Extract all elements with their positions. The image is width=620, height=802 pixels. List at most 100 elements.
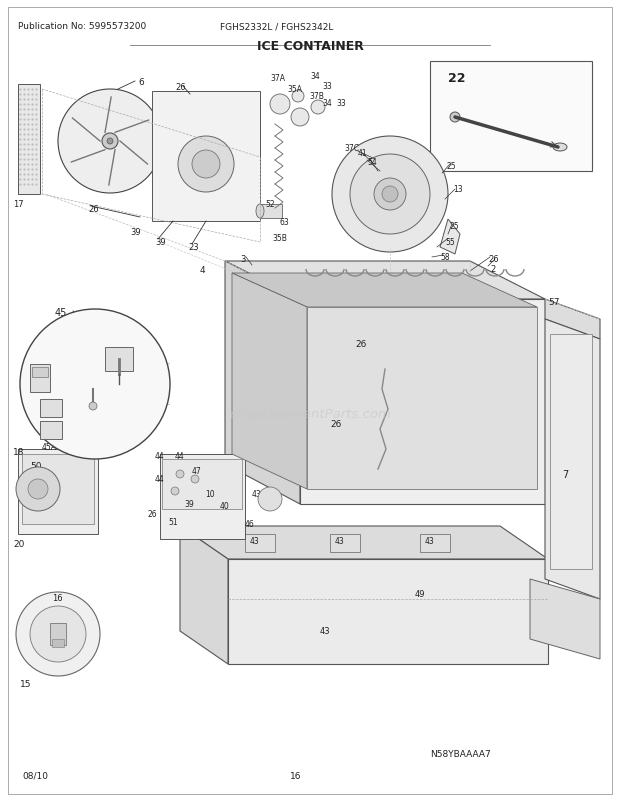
Text: 50: 50 (30, 461, 42, 471)
Text: 08/10: 08/10 (22, 771, 48, 780)
Text: 25: 25 (450, 221, 459, 231)
Ellipse shape (256, 205, 264, 219)
Circle shape (332, 137, 448, 253)
Polygon shape (180, 526, 548, 559)
Text: 49: 49 (415, 589, 425, 598)
Bar (260, 205, 282, 219)
Circle shape (20, 310, 170, 460)
Bar (18, 449, 98, 534)
Circle shape (270, 95, 290, 115)
Bar (330, 534, 360, 553)
Bar (22, 455, 94, 525)
Text: Publication No: 5995573200: Publication No: 5995573200 (18, 22, 146, 31)
Bar (50, 623, 66, 645)
Text: 43: 43 (320, 626, 330, 635)
Text: 58: 58 (440, 253, 450, 261)
Text: 22: 22 (448, 72, 466, 85)
Polygon shape (530, 579, 600, 659)
Circle shape (102, 134, 118, 150)
Polygon shape (232, 273, 537, 308)
Circle shape (374, 179, 406, 211)
Text: ICE CONTAINER: ICE CONTAINER (257, 40, 363, 53)
Text: 16: 16 (52, 593, 63, 602)
Bar (162, 460, 242, 509)
Circle shape (258, 488, 282, 512)
Bar (40, 422, 62, 439)
Polygon shape (300, 300, 545, 504)
Text: 45D: 45D (117, 342, 133, 351)
Circle shape (178, 137, 234, 192)
Text: 7: 7 (562, 469, 569, 480)
Text: 45: 45 (55, 308, 68, 318)
Circle shape (176, 471, 184, 479)
Circle shape (350, 155, 430, 235)
Polygon shape (307, 308, 537, 489)
Polygon shape (225, 261, 300, 504)
Circle shape (450, 113, 460, 123)
Text: 51: 51 (168, 517, 177, 526)
Text: 43: 43 (335, 537, 345, 545)
Polygon shape (545, 320, 600, 599)
Text: 18: 18 (13, 448, 25, 456)
Text: 35A: 35A (287, 85, 302, 94)
Text: 3: 3 (240, 255, 246, 264)
Text: 45C: 45C (22, 359, 37, 369)
Circle shape (89, 403, 97, 411)
Polygon shape (440, 220, 460, 255)
Text: 26: 26 (175, 83, 185, 92)
Text: 25: 25 (447, 162, 456, 171)
Text: 45B: 45B (96, 407, 111, 416)
Text: 2: 2 (490, 265, 495, 273)
Text: 39: 39 (130, 228, 141, 237)
Polygon shape (545, 300, 600, 339)
Text: FGHS2332L / FGHS2342L: FGHS2332L / FGHS2342L (220, 22, 334, 31)
Text: 6: 6 (138, 78, 144, 87)
Text: eReplacementParts.com: eReplacementParts.com (229, 408, 391, 421)
Circle shape (382, 187, 398, 203)
Polygon shape (225, 261, 545, 300)
Text: 13: 13 (453, 184, 463, 194)
Circle shape (292, 91, 304, 103)
Text: 15: 15 (20, 679, 32, 688)
Circle shape (191, 476, 199, 484)
Circle shape (30, 606, 86, 662)
Text: 10: 10 (205, 489, 215, 498)
Text: 44: 44 (155, 452, 165, 460)
Text: 34: 34 (310, 72, 320, 81)
Text: 26: 26 (148, 509, 157, 518)
Text: 33: 33 (336, 99, 346, 107)
Polygon shape (232, 273, 307, 489)
Bar (430, 62, 592, 172)
Circle shape (311, 101, 325, 115)
Circle shape (291, 109, 309, 127)
Bar (550, 334, 592, 569)
Text: 4: 4 (200, 265, 206, 274)
Text: 37A: 37A (270, 74, 285, 83)
Text: 46: 46 (245, 520, 255, 529)
Text: 47: 47 (192, 467, 202, 476)
Bar (32, 367, 48, 378)
Bar (245, 534, 275, 553)
Text: 20: 20 (13, 539, 24, 549)
Text: 26: 26 (88, 205, 99, 214)
Bar (18, 85, 40, 195)
Bar (40, 399, 62, 418)
Bar (105, 347, 133, 371)
Text: 26: 26 (488, 255, 498, 264)
Polygon shape (180, 526, 228, 664)
Circle shape (171, 488, 179, 496)
Bar (152, 92, 260, 221)
Bar (160, 455, 245, 539)
Circle shape (107, 139, 113, 145)
Text: 35B: 35B (272, 233, 287, 243)
Text: 17: 17 (13, 200, 24, 209)
Text: 26: 26 (330, 419, 342, 428)
Text: 63: 63 (280, 217, 290, 227)
Text: 39: 39 (184, 500, 193, 508)
Ellipse shape (553, 144, 567, 152)
Circle shape (192, 151, 220, 179)
Circle shape (28, 480, 48, 500)
Text: 43: 43 (252, 489, 262, 498)
Text: 34: 34 (322, 99, 332, 107)
Circle shape (16, 468, 60, 512)
